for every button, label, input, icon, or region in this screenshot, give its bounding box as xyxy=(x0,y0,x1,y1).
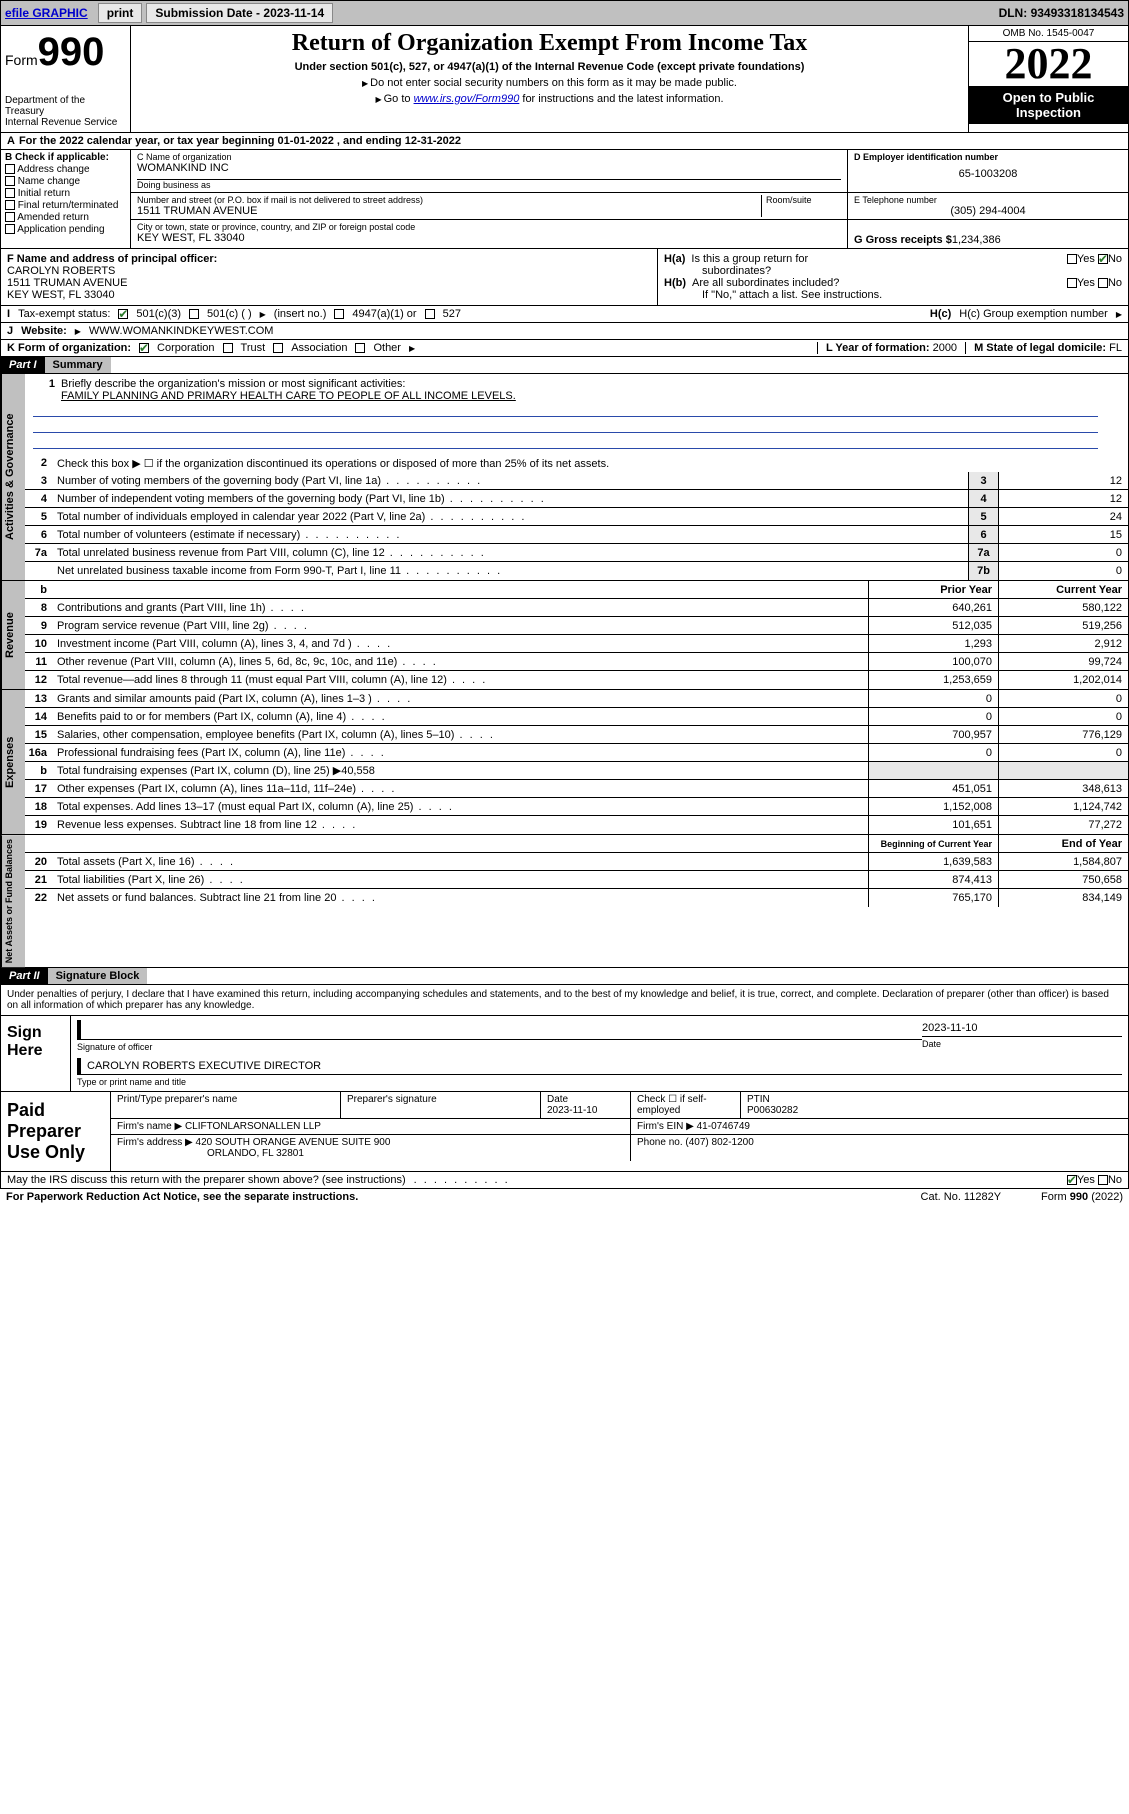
officer-block: F Name and address of principal officer:… xyxy=(0,249,1129,306)
table-row: 20Total assets (Part X, line 16)1,639,58… xyxy=(25,853,1128,871)
paid-preparer-label: Paid Preparer Use Only xyxy=(1,1092,111,1171)
table-row: 16aProfessional fundraising fees (Part I… xyxy=(25,744,1128,762)
form-note2: Go to www.irs.gov/Form990 for instructio… xyxy=(139,93,960,105)
footer: For Paperwork Reduction Act Notice, see … xyxy=(0,1189,1129,1205)
part1-expenses: Expenses 13Grants and similar amounts pa… xyxy=(0,690,1129,835)
sign-here-label: Sign Here xyxy=(1,1016,71,1091)
table-row: 3Number of voting members of the governi… xyxy=(25,472,1128,490)
part1-netassets: Net Assets or Fund Balances Beginning of… xyxy=(0,835,1129,968)
part1-revenue: Revenue bPrior YearCurrent Year 8Contrib… xyxy=(0,581,1129,690)
table-row: 13Grants and similar amounts paid (Part … xyxy=(25,690,1128,708)
table-row: 12Total revenue—add lines 8 through 11 (… xyxy=(25,671,1128,689)
table-row: bTotal fundraising expenses (Part IX, co… xyxy=(25,762,1128,780)
table-row: 9Program service revenue (Part VIII, lin… xyxy=(25,617,1128,635)
entity-block: B Check if applicable: Address change Na… xyxy=(0,150,1129,249)
name-label: C Name of organization xyxy=(137,152,841,162)
table-row: 11Other revenue (Part VIII, column (A), … xyxy=(25,653,1128,671)
table-row: Net unrelated business taxable income fr… xyxy=(25,562,1128,580)
form-number: Form990 xyxy=(5,30,126,75)
table-row: 6Total number of volunteers (estimate if… xyxy=(25,526,1128,544)
dln: DLN: 93493318134543 xyxy=(999,6,1124,20)
topbar: efile GRAPHIC print Submission Date - 20… xyxy=(0,0,1129,26)
gross-receipts: 1,234,386 xyxy=(952,234,1001,246)
table-row: 14Benefits paid to or for members (Part … xyxy=(25,708,1128,726)
signature-block: Under penalties of perjury, I declare th… xyxy=(0,985,1129,1189)
mission-text: FAMILY PLANNING AND PRIMARY HEALTH CARE … xyxy=(61,390,516,402)
table-row: 18Total expenses. Add lines 13–17 (must … xyxy=(25,798,1128,816)
phone: (305) 294-4004 xyxy=(854,205,1122,217)
form-subtitle: Under section 501(c), 527, or 4947(a)(1)… xyxy=(139,61,960,73)
dept: Department of the TreasuryInternal Reven… xyxy=(5,95,126,128)
city-state-zip: KEY WEST, FL 33040 xyxy=(137,232,841,244)
efile-link[interactable]: efile GRAPHIC xyxy=(5,6,88,20)
taxyear: 2022 xyxy=(969,42,1128,86)
table-row: 22Net assets or fund balances. Subtract … xyxy=(25,889,1128,907)
tax-status-row: ITax-exempt status: 501(c)(3) 501(c) ( )… xyxy=(0,306,1129,323)
table-row: 15Salaries, other compensation, employee… xyxy=(25,726,1128,744)
officer-name: CAROLYN ROBERTS xyxy=(7,265,651,277)
part1-governance: Activities & Governance 1Briefly describ… xyxy=(0,374,1129,581)
section-b: B Check if applicable: Address change Na… xyxy=(1,150,131,248)
form-note1: Do not enter social security numbers on … xyxy=(139,77,960,89)
table-row: 10Investment income (Part VIII, column (… xyxy=(25,635,1128,653)
website: WWW.WOMANKINDKEYWEST.COM xyxy=(89,325,274,337)
table-row: 7aTotal unrelated business revenue from … xyxy=(25,544,1128,562)
officer-signature-name: CAROLYN ROBERTS EXECUTIVE DIRECTOR xyxy=(77,1058,1122,1075)
part2-header: Part IISignature Block xyxy=(0,968,1129,985)
firm-name: CLIFTONLARSONALLEN LLP xyxy=(185,1121,321,1132)
form-org-row: K Form of organization: Corporation Trus… xyxy=(0,340,1129,357)
table-row: 8Contributions and grants (Part VIII, li… xyxy=(25,599,1128,617)
table-row: 19Revenue less expenses. Subtract line 1… xyxy=(25,816,1128,834)
line-a: AFor the 2022 calendar year, or tax year… xyxy=(0,133,1129,150)
table-row: 17Other expenses (Part IX, column (A), l… xyxy=(25,780,1128,798)
ein: 65-1003208 xyxy=(854,168,1122,180)
website-row: JWebsite: WWW.WOMANKINDKEYWEST.COM xyxy=(0,323,1129,340)
print-button[interactable]: print xyxy=(98,3,143,23)
subdate-badge: Submission Date - 2023-11-14 xyxy=(146,3,333,23)
part1-header: Part ISummary xyxy=(0,357,1129,374)
form-title: Return of Organization Exempt From Incom… xyxy=(139,30,960,57)
declaration: Under penalties of perjury, I declare th… xyxy=(1,985,1128,1015)
form-header: Form990 Department of the TreasuryIntern… xyxy=(0,26,1129,133)
irs-link[interactable]: www.irs.gov/Form990 xyxy=(414,93,520,105)
org-name: WOMANKIND INC xyxy=(137,162,841,174)
table-row: 21Total liabilities (Part X, line 26)874… xyxy=(25,871,1128,889)
street-address: 1511 TRUMAN AVENUE xyxy=(137,205,761,217)
table-row: 5Total number of individuals employed in… xyxy=(25,508,1128,526)
open-public: Open to Public Inspection xyxy=(969,86,1128,124)
table-row: 4Number of independent voting members of… xyxy=(25,490,1128,508)
